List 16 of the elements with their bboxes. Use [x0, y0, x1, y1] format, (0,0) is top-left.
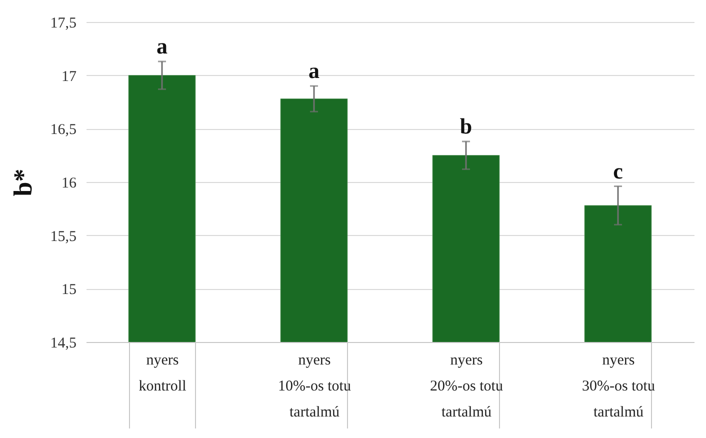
y-tick-label: 17 — [62, 68, 77, 85]
y-tick-label: 17,5 — [50, 16, 76, 32]
x-tick-label: nyers 10%-os totu tartalmú — [278, 352, 352, 420]
y-tick-label: 15 — [62, 282, 76, 298]
y-tick-label: 16,5 — [50, 122, 76, 138]
annotation: a — [156, 33, 168, 58]
y-axis-title: b* — [8, 168, 38, 196]
y-tick-label: 16 — [62, 176, 77, 192]
annotation: b — [460, 113, 472, 138]
y-tick-label: 14,5 — [50, 336, 76, 352]
x-tick-label: nyers 30%-os totu tartalmú — [582, 352, 656, 420]
y-tick-label: 15,5 — [50, 228, 76, 245]
x-tick-label: nyers 20%-os totu tartalmú — [430, 352, 504, 420]
x-tick-label: nyers kontroll — [138, 352, 186, 394]
annotation: c — [613, 158, 624, 184]
annotation: a — [308, 58, 320, 83]
